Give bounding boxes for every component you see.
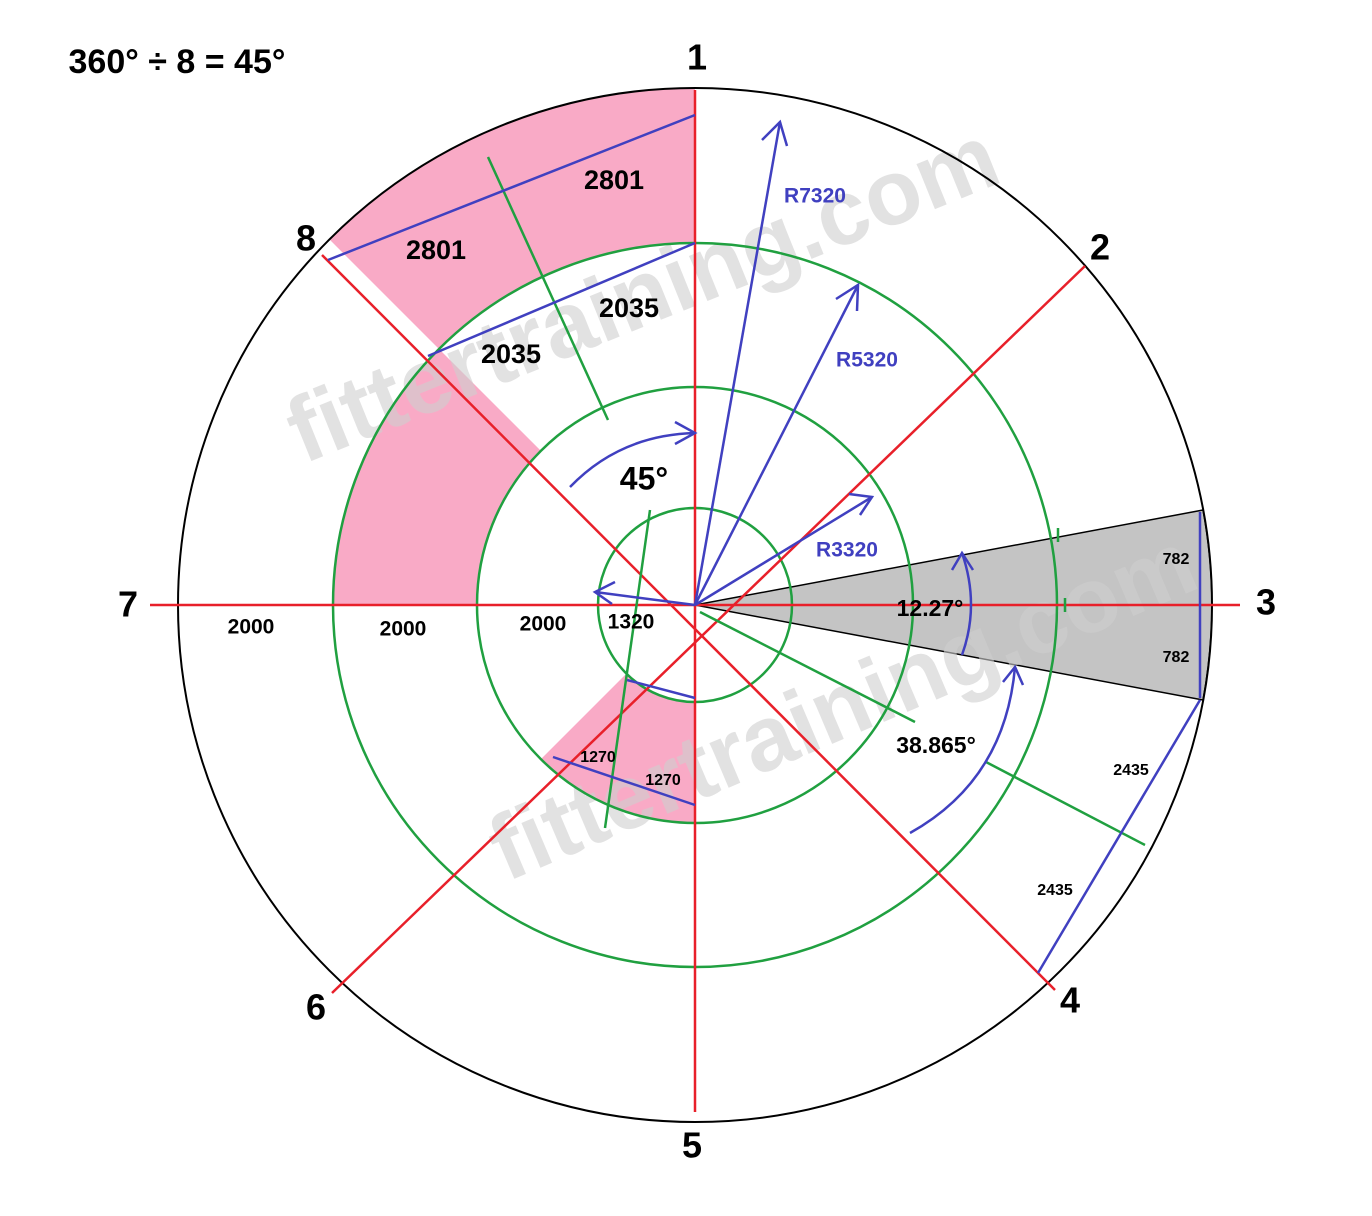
division-lines [150,90,1240,1112]
green-extensions [486,156,1146,847]
dimension: 1270 [645,772,681,789]
dimension: 2801 [406,235,466,265]
dimension: 782 [1163,649,1190,666]
point-label: 1 [687,37,707,78]
dimension: 2035 [481,339,541,369]
watermark: fittertraining.com [474,511,1210,900]
point-label: 6 [306,987,326,1028]
point-label: 3 [1256,582,1276,623]
point-label: 5 [682,1125,702,1166]
pink-sector [329,88,695,349]
dimension: 2035 [599,293,659,323]
angle-label: 38.865° [896,732,976,758]
dimension: 2000 [520,613,567,636]
pink-sector [540,673,695,824]
dimension: 2000 [228,616,275,639]
dimension: 782 [1163,551,1190,568]
angle-label: 45° [620,460,668,496]
point-label: 7 [118,584,138,625]
radius-label: R3320 [816,539,878,562]
dimension: 2801 [584,165,644,195]
dimension: 1270 [580,749,616,766]
point-label: 8 [296,218,316,259]
point-label: 2 [1090,227,1110,268]
dimension: 2435 [1037,882,1073,899]
pink-sector [333,349,541,605]
radius-label: R7320 [784,185,846,208]
dimension: 1320 [608,611,655,634]
blue-dimensions [327,113,1202,974]
point-label: 4 [1060,980,1080,1021]
title: 360° ÷ 8 = 45° [69,43,286,81]
radius-label: R5320 [836,349,898,372]
dimension: 2435 [1113,762,1149,779]
angle-label: 12.27° [897,595,964,621]
dimension: 2000 [380,618,427,641]
